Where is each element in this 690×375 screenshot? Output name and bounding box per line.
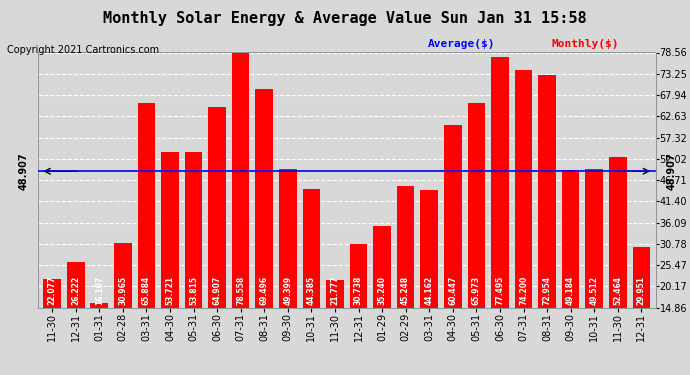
Bar [208,107,226,367]
Bar [114,243,132,367]
Text: 16.107: 16.107 [95,276,103,306]
Text: Monthly Solar Energy & Average Value Sun Jan 31 15:58: Monthly Solar Energy & Average Value Sun… [104,11,586,26]
Bar [279,169,297,367]
Text: 72.954: 72.954 [542,276,551,306]
Bar [633,247,650,367]
Text: 60.447: 60.447 [448,276,457,306]
Text: 49.184: 49.184 [566,276,575,306]
Text: 64.907: 64.907 [213,276,221,306]
Text: 69.496: 69.496 [259,276,268,306]
Bar [90,303,108,367]
Bar [585,169,603,367]
Bar [468,103,485,367]
Text: 65.973: 65.973 [472,276,481,306]
Text: Average($): Average($) [428,39,495,50]
Text: Monthly($): Monthly($) [552,39,620,50]
Text: 53.815: 53.815 [189,276,198,306]
Text: 49.512: 49.512 [590,276,599,306]
Text: 30.738: 30.738 [354,276,363,306]
Text: 45.248: 45.248 [401,276,410,306]
Bar [420,190,438,367]
Text: 44.162: 44.162 [425,276,434,306]
Text: Copyright 2021 Cartronics.com: Copyright 2021 Cartronics.com [7,45,159,55]
Bar [515,70,533,367]
Text: 52.464: 52.464 [613,276,622,306]
Bar [373,226,391,367]
Text: 35.240: 35.240 [377,276,386,306]
Text: 29.951: 29.951 [637,276,646,306]
Text: 48.907: 48.907 [19,152,29,190]
Bar [43,279,61,367]
Bar [444,125,462,367]
Bar [185,152,202,367]
Text: 53.721: 53.721 [166,276,175,306]
Bar [562,170,580,367]
Bar [232,53,250,367]
Bar [255,89,273,367]
Bar [538,75,556,367]
Text: 74.200: 74.200 [519,276,528,306]
Bar [161,152,179,367]
Bar [326,280,344,367]
Bar [397,186,415,367]
Bar [67,262,84,367]
Text: 22.077: 22.077 [48,276,57,306]
Text: 30.965: 30.965 [118,276,127,306]
Text: 48.907: 48.907 [667,152,677,190]
Text: 49.399: 49.399 [284,276,293,306]
Text: 44.385: 44.385 [307,276,316,306]
Bar [350,244,367,367]
Text: 78.558: 78.558 [236,276,245,306]
Text: 65.884: 65.884 [142,276,151,306]
Bar [137,103,155,367]
Text: 21.777: 21.777 [331,276,339,306]
Text: 26.222: 26.222 [71,276,80,306]
Bar [609,157,627,367]
Text: 77.495: 77.495 [495,276,504,306]
Bar [491,57,509,367]
Bar [302,189,320,367]
